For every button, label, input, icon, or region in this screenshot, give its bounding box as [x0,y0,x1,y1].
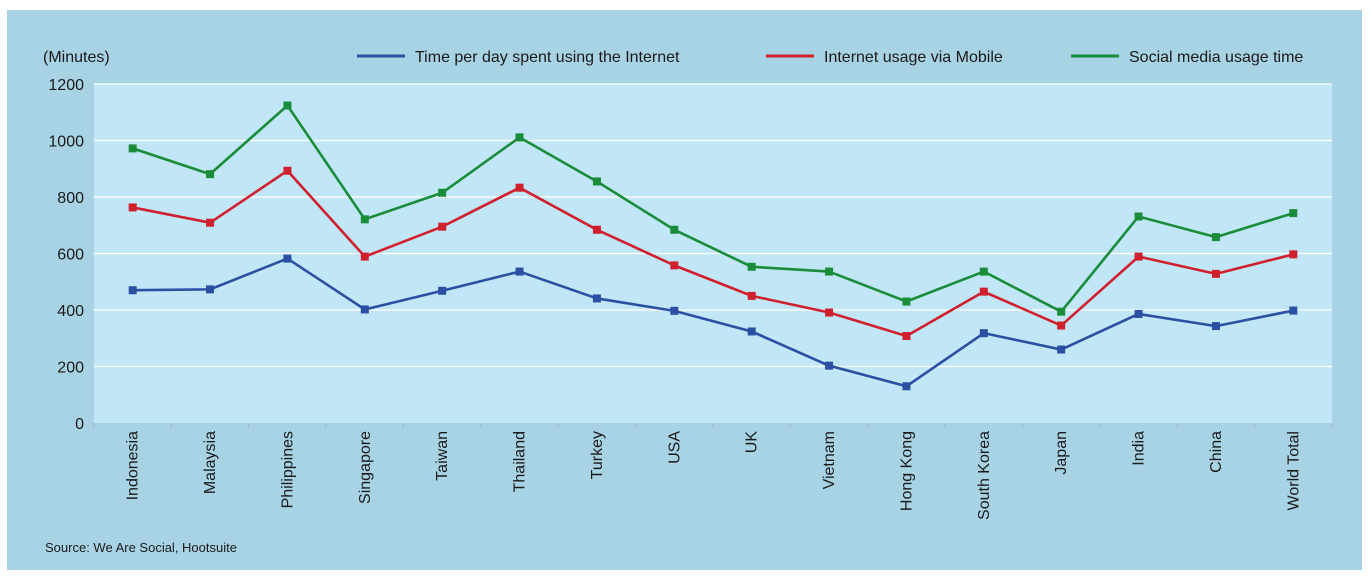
data-point [1211,269,1220,278]
y-tick-label: 1000 [48,134,84,151]
x-tick-label: China [1208,431,1225,473]
gridlines [94,83,1332,368]
x-tick-label: Philippines [279,431,296,508]
data-point [1057,321,1066,330]
y-axis-ticks: 0 200 400 600 800 1000 1200 [48,77,84,433]
data-point [670,225,679,234]
data-point [206,170,215,179]
data-point [1289,250,1298,259]
series-markers [128,101,1298,391]
data-point [438,188,447,197]
x-tick-label: Turkey [589,431,606,479]
data-point [592,294,601,303]
x-tick-label: South Korea [976,431,993,520]
series-lines [132,104,1294,388]
data-point [206,218,215,227]
data-point [1057,345,1066,354]
y-unit-label: (Minutes) [43,49,110,66]
data-point [283,166,292,175]
data-point [1134,309,1143,318]
y-tick-label: 600 [57,247,84,264]
data-point [979,329,988,338]
y-tick-label: 800 [57,190,84,207]
y-tick-label: 0 [75,416,84,433]
data-point [979,287,988,296]
legend-label: Internet usage via Mobile [824,49,1003,66]
data-point [670,306,679,315]
x-tick-label: Singapore [357,431,374,504]
data-point [283,254,292,263]
data-point [515,183,524,192]
y-tick-label: 400 [57,303,84,320]
x-tick-label: Indonesia [125,431,142,500]
data-point [747,291,756,300]
data-point [1134,252,1143,261]
data-point [902,382,911,391]
data-point [825,308,834,317]
x-tick-label: World Total [1285,431,1302,510]
y-tick-label: 200 [57,360,84,377]
data-point [128,203,137,212]
data-point [979,267,988,276]
data-point [438,222,447,231]
legend: Time per day spent using the Internet Int… [357,49,1303,66]
data-point [902,331,911,340]
data-point [592,225,601,234]
data-point [1289,209,1298,218]
data-point [438,286,447,295]
x-tick-label: Malaysia [202,431,219,494]
legend-label: Social media usage time [1129,49,1303,66]
x-tick-label: USA [666,431,683,464]
data-point [902,297,911,306]
data-point [360,215,369,224]
data-point [1289,306,1298,315]
data-point [1211,233,1220,242]
x-tick-label: India [1131,431,1148,466]
data-point [515,267,524,276]
series-line-1 [132,257,1294,388]
data-point [515,133,524,142]
source-note: Source: We Are Social, Hootsuite [45,540,237,555]
data-point [360,252,369,261]
data-point [206,285,215,294]
y-tick-label: 1200 [48,77,84,94]
x-axis-ticks: Indonesia Malaysia Philippines Singapore Tai… [93,423,1333,520]
data-point [128,286,137,295]
data-point [747,262,756,271]
x-tick-label: Thailand [512,431,529,492]
x-tick-label: Hong Kong [898,431,915,511]
data-point [592,177,601,186]
data-point [1057,307,1066,316]
data-point [670,261,679,270]
data-point [360,305,369,314]
data-point [1211,322,1220,331]
data-point [825,267,834,276]
data-point [128,144,137,153]
data-point [747,327,756,336]
data-point [825,361,834,370]
x-tick-label: Taiwan [434,431,451,481]
x-tick-label: Vietnam [821,431,838,489]
data-point [283,101,292,110]
data-point [1134,212,1143,221]
legend-label: Time per day spent using the Internet [415,49,680,66]
x-tick-label: UK [744,431,761,454]
series-line-2 [132,169,1294,338]
x-tick-label: Japan [1053,431,1070,475]
series-line-3 [132,104,1294,313]
